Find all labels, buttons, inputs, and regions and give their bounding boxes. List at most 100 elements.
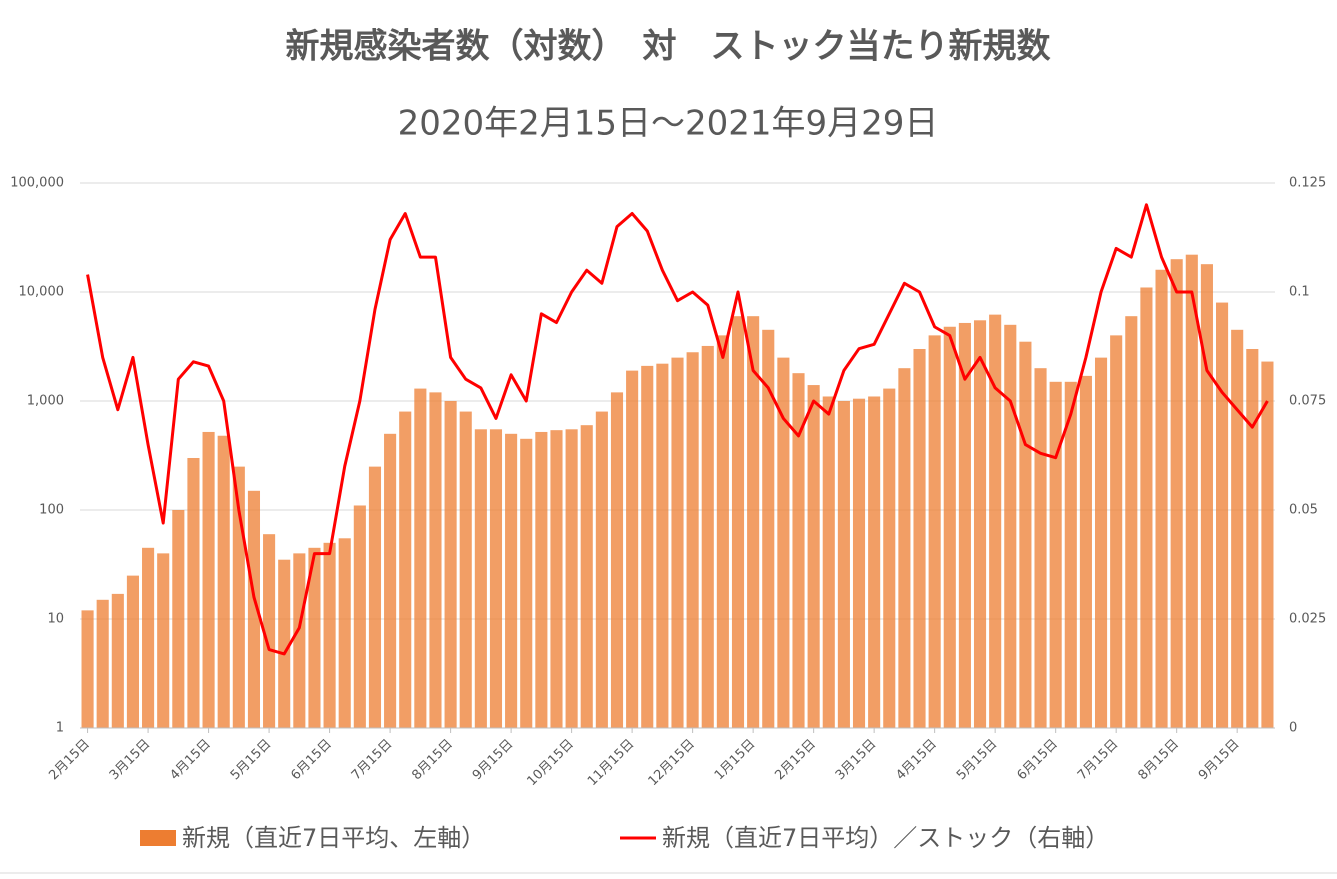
bar [308, 547, 321, 728]
bar [293, 553, 306, 728]
bar [474, 429, 487, 728]
bar [1094, 357, 1108, 728]
bar [1231, 329, 1244, 728]
x-tick-label: 6月15日 [288, 737, 335, 784]
bar [399, 411, 412, 728]
bar [807, 385, 820, 728]
bar [489, 429, 503, 728]
y-tick-label: 1 [56, 721, 64, 736]
x-tick-label: 3月15日 [107, 737, 154, 784]
bar [610, 392, 624, 728]
bar [716, 335, 729, 728]
y2-tick-label: 0.125 [1289, 176, 1326, 191]
bar [1079, 375, 1092, 728]
bar [1246, 348, 1259, 728]
legend-label: 新規（直近7日平均）／ストック（右軸） [662, 824, 1109, 852]
bar [142, 547, 155, 728]
bar [822, 396, 835, 728]
bar [671, 357, 684, 728]
bar [1170, 259, 1183, 728]
bar [1034, 368, 1047, 728]
bar [126, 575, 139, 728]
bar [323, 542, 336, 728]
bar [626, 370, 639, 728]
x-tick-label: 5月15日 [954, 737, 1001, 784]
x-tick-label: 4月15日 [167, 737, 214, 784]
y2-tick-label: 0.05 [1289, 503, 1318, 518]
x-tick-label: 3月15日 [833, 737, 880, 784]
x-tick-label: 1月15日 [712, 737, 759, 784]
bar [1064, 381, 1077, 728]
bar [414, 388, 427, 728]
y-tick-label: 100 [39, 503, 64, 518]
x-tick-label: 12月15日 [646, 737, 698, 789]
bar [520, 438, 533, 728]
x-tick-label: 8月15日 [409, 737, 456, 784]
bar [731, 316, 745, 728]
bar [187, 457, 200, 728]
bar [535, 431, 548, 728]
bar [747, 316, 760, 728]
bar [1019, 341, 1032, 728]
legend-swatch [140, 830, 176, 846]
bar [701, 345, 714, 728]
bar [656, 363, 669, 728]
bar [883, 388, 896, 728]
bar [368, 466, 382, 728]
bar [837, 401, 850, 728]
bar [928, 335, 941, 728]
bar [1004, 324, 1017, 728]
bar [217, 435, 230, 728]
bar [96, 599, 109, 728]
bar [580, 425, 593, 728]
bar [172, 510, 185, 728]
y-tick-label: 1,000 [27, 394, 64, 409]
bar [1261, 361, 1274, 728]
x-tick-label: 2月15日 [46, 737, 93, 784]
bar [384, 433, 397, 728]
bar [852, 398, 866, 728]
bar [444, 401, 457, 728]
bar [1110, 335, 1123, 728]
y-tick-label: 10 [47, 612, 64, 627]
bar [263, 534, 276, 728]
bar [973, 320, 987, 728]
bar [338, 538, 351, 728]
bar [565, 429, 578, 728]
chart-title: 新規感染者数（対数） 対 ストック当たり新規数 [286, 27, 1051, 67]
bar [1155, 269, 1168, 728]
bar [762, 329, 775, 728]
x-tick-label: 7月15日 [1075, 737, 1122, 784]
y-tick-label: 100,000 [10, 176, 64, 191]
bar [686, 352, 699, 728]
x-tick-label: 9月15日 [470, 737, 517, 784]
legend-label: 新規（直近7日平均、左軸） [182, 824, 485, 852]
bar [898, 368, 911, 728]
bar [595, 411, 608, 728]
y2-tick-label: 0 [1289, 721, 1297, 736]
x-tick-label: 5月15日 [228, 737, 275, 784]
line [86, 203, 1269, 656]
bar [202, 431, 215, 728]
bar [868, 396, 881, 728]
bar [792, 373, 805, 728]
bar [429, 392, 442, 728]
chart-subtitle: 2020年2月15日～2021年9月29日 [398, 104, 939, 144]
x-tick-label: 2月15日 [772, 737, 819, 784]
bar [157, 553, 170, 728]
x-tick-label: 9月15日 [1196, 737, 1243, 784]
y2-tick-label: 0.1 [1289, 285, 1310, 300]
x-tick-label: 8月15日 [1135, 737, 1182, 784]
bar [989, 314, 1002, 728]
y2-tick-label: 0.025 [1289, 612, 1326, 627]
bar [943, 326, 956, 728]
bar [1049, 381, 1062, 728]
y-tick-label: 10,000 [19, 285, 65, 300]
bar [550, 430, 563, 728]
bar [1185, 254, 1198, 728]
x-tick-label: 6月15日 [1014, 737, 1061, 784]
bar [111, 593, 124, 728]
x-tick-label: 10月15日 [525, 737, 577, 789]
bar [505, 433, 518, 728]
